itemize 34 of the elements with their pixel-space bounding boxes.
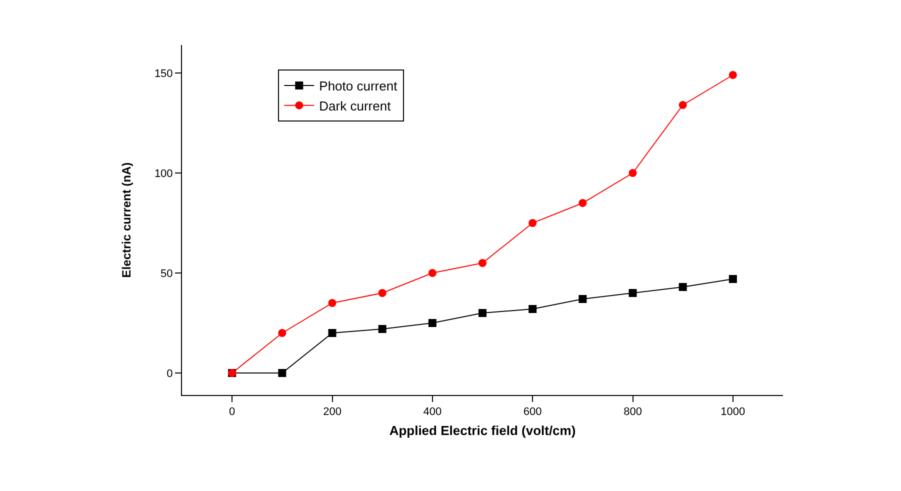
x-axis-title: Applied Electric field (volt/cm): [389, 422, 576, 438]
point: [328, 299, 336, 307]
point: [628, 289, 637, 297]
point: [528, 305, 537, 313]
x-tick-label: 600: [523, 406, 542, 418]
point: [728, 71, 737, 79]
point: [628, 169, 637, 177]
point: [478, 259, 486, 267]
point: [578, 199, 587, 207]
point: [278, 329, 286, 337]
y-tick-label: 150: [154, 68, 173, 80]
x-tick-label: 0: [229, 406, 236, 418]
point: [528, 219, 537, 227]
point: [378, 289, 386, 297]
point: [378, 325, 386, 333]
x-tick-label: 1000: [720, 406, 746, 418]
legend-label: Photo current: [319, 78, 398, 94]
point: [578, 295, 587, 303]
y-tick-label: 0: [166, 368, 173, 380]
point: [678, 101, 687, 109]
y-tick-label: 50: [160, 268, 173, 280]
x-tick-label: 800: [624, 406, 642, 418]
point: [678, 283, 687, 291]
point: [728, 275, 737, 283]
y-axis-title: Electric current (nA): [120, 162, 134, 278]
point: [278, 369, 286, 377]
point: [428, 319, 436, 327]
point: [428, 269, 436, 277]
x-tick-label: 400: [423, 406, 442, 418]
x-tick-label: 200: [323, 406, 342, 418]
y-tick-label: 100: [154, 168, 173, 180]
point: [328, 329, 336, 337]
legend-label: Dark current: [319, 98, 392, 114]
point: [478, 309, 486, 317]
